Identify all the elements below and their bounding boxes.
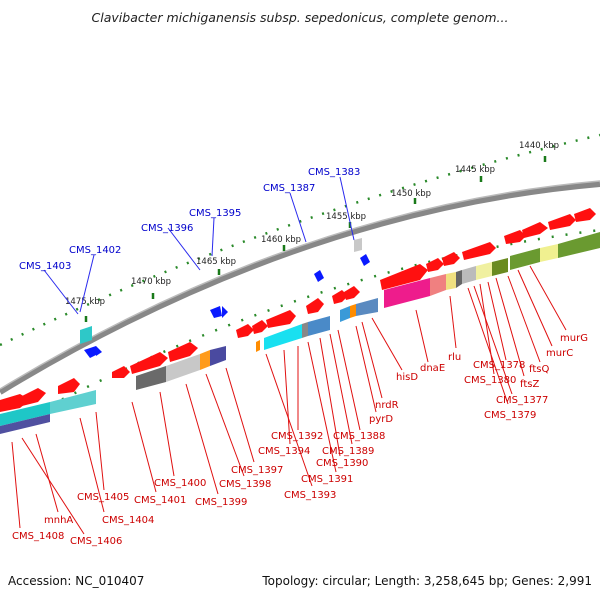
gene-label-red[interactable]: CMS_1405	[77, 492, 129, 503]
gene-arrow[interactable]	[168, 342, 198, 362]
forward-gene-track	[0, 208, 596, 412]
gene-label-red[interactable]: ftsQ	[529, 364, 549, 375]
scale-tick-label: 1470 kbp	[131, 277, 171, 287]
gene-arrow[interactable]	[22, 388, 46, 406]
scale-tick-label: 1455 kbp	[326, 212, 366, 222]
gene-arrow[interactable]	[462, 242, 496, 260]
gene-label-blue[interactable]: CMS_1396	[141, 223, 193, 234]
gene-label-red[interactable]: CMS_1388	[333, 431, 385, 442]
gene-arrow[interactable]	[504, 230, 526, 244]
gene-label-red[interactable]: CMS_1378	[473, 360, 525, 371]
genome-summary-text: Topology: circular; Length: 3,258,645 bp…	[262, 574, 592, 588]
blue-leader-lines	[43, 176, 355, 315]
gene-label-red[interactable]: murG	[560, 333, 588, 344]
gene-label-red[interactable]: CMS_1401	[134, 495, 186, 506]
gene-label-red[interactable]: hisD	[396, 372, 418, 383]
gene-label-red[interactable]: CMS_1380	[464, 375, 516, 386]
gene-label-red[interactable]: rlu	[448, 352, 461, 363]
gene-label-red[interactable]: ftsZ	[520, 379, 539, 390]
gene-label-red[interactable]: CMS_1406	[70, 536, 122, 547]
gene-arrow[interactable]	[130, 352, 168, 374]
gene-label-red[interactable]: nrdR	[375, 400, 399, 411]
gene-arrow[interactable]	[344, 286, 360, 300]
red-leader-lines	[11, 265, 567, 535]
gene-label-red[interactable]: CMS_1404	[102, 515, 154, 526]
gene-label-blue[interactable]: CMS_1383	[308, 167, 360, 178]
scale-tick-label: 1445 kbp	[455, 165, 495, 175]
gene-arrow[interactable]	[522, 222, 548, 238]
gene-label-red[interactable]: pyrD	[369, 414, 393, 425]
accession-text: Accession: NC_010407	[8, 574, 145, 588]
gene-label-red[interactable]: CMS_1379	[484, 410, 536, 421]
gene-label-red[interactable]: CMS_1394	[258, 446, 310, 457]
gene-label-red[interactable]: CMS_1392	[271, 431, 323, 442]
gene-label-blue[interactable]: CMS_1402	[69, 245, 121, 256]
gene-arrow[interactable]	[266, 310, 296, 328]
gene-label-red[interactable]: CMS_1400	[154, 478, 206, 489]
scale-tick-label: 1460 kbp	[261, 235, 301, 245]
gene-label-red[interactable]: CMS_1389	[322, 446, 374, 457]
gene-arrow[interactable]	[332, 290, 348, 304]
gene-label-red[interactable]: CMS_1398	[219, 479, 271, 490]
gene-arrow[interactable]	[112, 366, 130, 378]
gene-label-red[interactable]: CMS_1377	[496, 395, 548, 406]
gene-label-red[interactable]: CMS_1408	[12, 531, 64, 542]
gene-label-red[interactable]: CMS_1397	[231, 465, 283, 476]
gene-label-blue[interactable]: CMS_1395	[189, 208, 241, 219]
gene-arrow[interactable]	[236, 324, 254, 338]
gene-label-red[interactable]: murC	[546, 348, 573, 359]
cog-annotation-track	[0, 232, 600, 434]
scale-tick-label: 1440 kbp	[519, 141, 559, 151]
gene-label-red[interactable]: CMS_1399	[195, 497, 247, 508]
gene-arrow[interactable]	[58, 378, 80, 394]
genome-backbone	[0, 181, 600, 395]
gene-arrow[interactable]	[426, 258, 444, 272]
scale-major-ticks	[84, 156, 547, 322]
gene-arrow[interactable]	[252, 320, 268, 334]
scale-tick-label: 1465 kbp	[196, 257, 236, 267]
gene-label-red[interactable]: CMS_1393	[284, 490, 336, 501]
blue-gene-markers	[84, 254, 370, 358]
gene-arrow[interactable]	[442, 252, 460, 266]
gene-label-blue[interactable]: CMS_1387	[263, 183, 315, 194]
gene-label-red[interactable]: dnaE	[420, 363, 445, 374]
map-title: Clavibacter michiganensis subsp. sepedon…	[91, 10, 509, 25]
gene-arrow[interactable]	[380, 264, 428, 290]
gene-label-red[interactable]: mnhA	[44, 515, 73, 526]
gene-arrow[interactable]	[548, 214, 576, 230]
scale-tick-label: 1475 kbp	[65, 297, 105, 307]
gene-label-red[interactable]: CMS_1391	[301, 474, 353, 485]
gene-arrow[interactable]	[306, 298, 324, 314]
scale-tick-label: 1450 kbp	[391, 189, 431, 199]
gene-label-blue[interactable]: CMS_1403	[19, 261, 71, 272]
gene-arrow[interactable]	[574, 208, 596, 222]
gene-label-red[interactable]: CMS_1390	[316, 458, 368, 469]
